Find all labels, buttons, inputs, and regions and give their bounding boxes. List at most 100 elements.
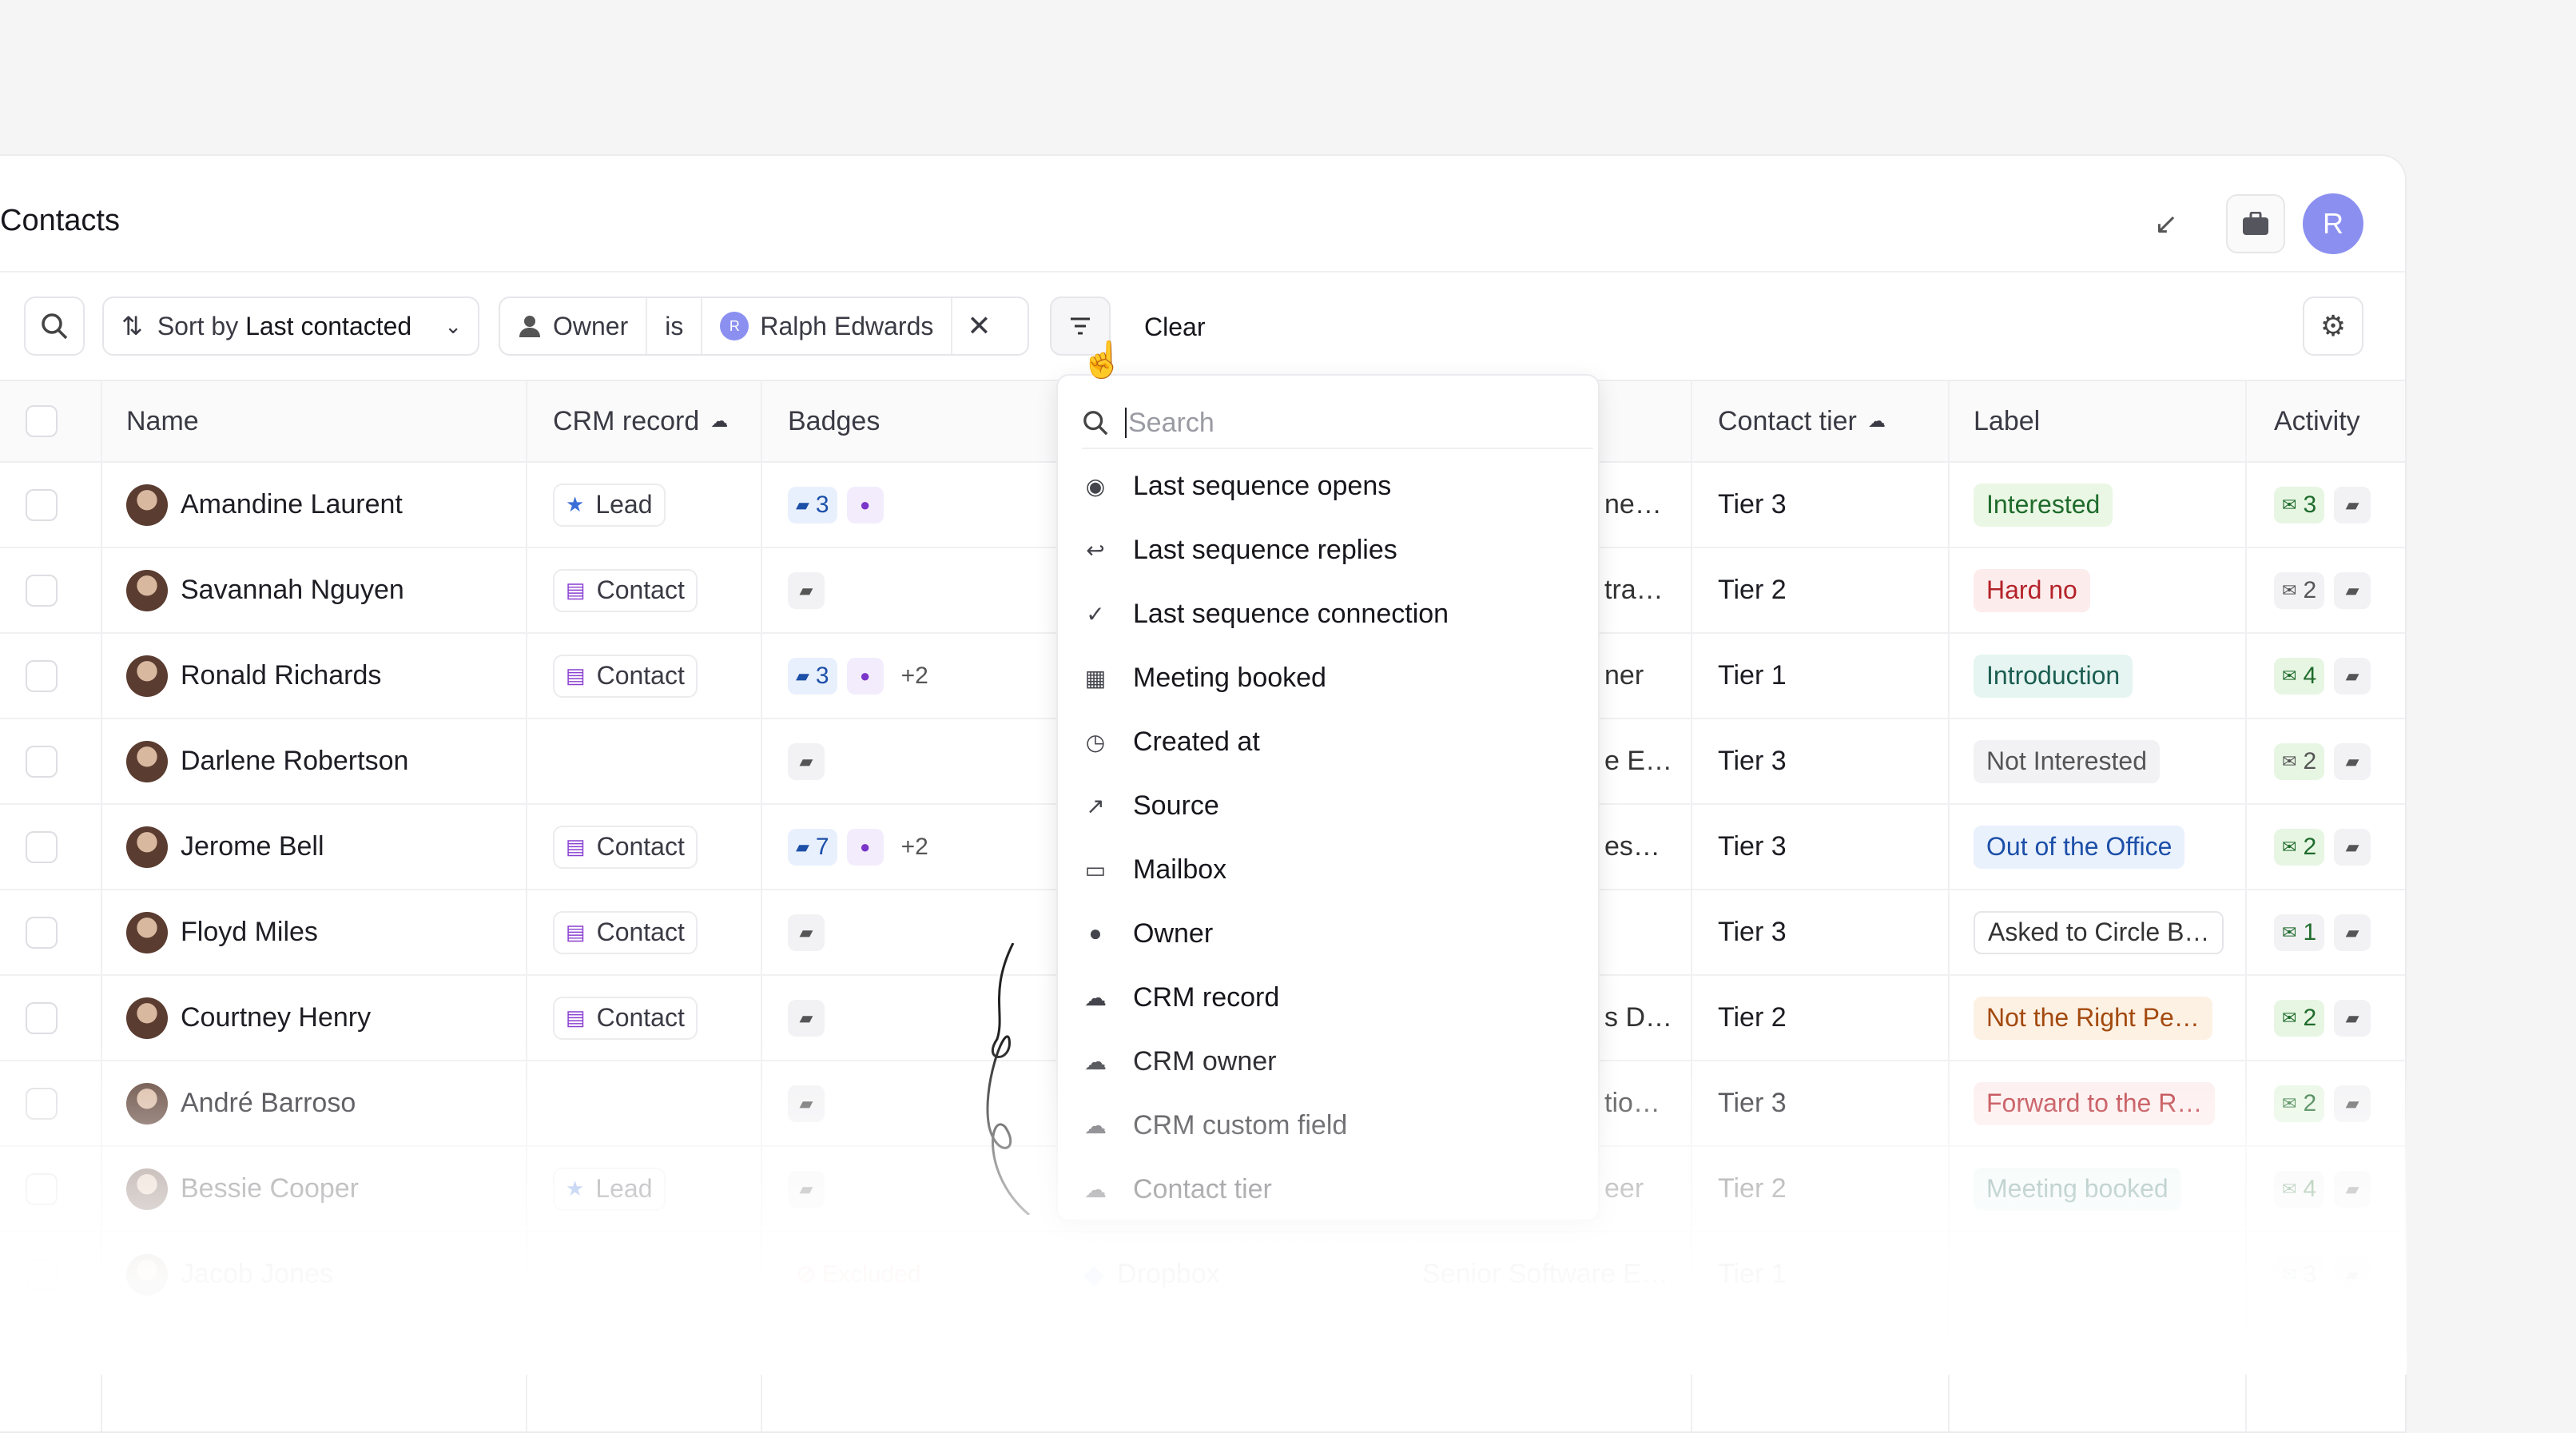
more-badges[interactable]: +2: [900, 833, 928, 860]
status-label[interactable]: Introduction: [1974, 654, 2133, 698]
row-checkbox[interactable]: [26, 746, 58, 778]
column-badges[interactable]: Badges: [788, 405, 881, 436]
status-label[interactable]: Hard no: [1974, 568, 2090, 612]
menu-item-crm-record[interactable]: ☁ CRM record: [1082, 965, 1279, 1029]
menu-item-contact-tier[interactable]: ☁ Contact tier: [1082, 1157, 1272, 1221]
clear-filters-button[interactable]: Clear: [1144, 312, 1206, 341]
remove-filter-button[interactable]: ✕: [952, 298, 1005, 354]
filter-field[interactable]: Owner: [500, 298, 648, 354]
contact-name-cell[interactable]: André Barroso: [126, 1061, 356, 1145]
briefcase-badge[interactable]: ▰: [788, 571, 825, 609]
settings-button[interactable]: ⚙: [2303, 297, 2363, 356]
user-avatar[interactable]: R: [2303, 193, 2363, 254]
status-label[interactable]: Meeting booked: [1974, 1167, 2181, 1211]
briefcase-badge[interactable]: ▰: [788, 914, 825, 951]
contact-name-cell[interactable]: Courtney Henry: [126, 976, 371, 1060]
briefcase-activity[interactable]: ▰: [2334, 828, 2371, 866]
table-row[interactable]: Floyd Miles ▤ Contact ▰ Tier 3 Asked to Circl…: [0, 890, 2405, 976]
email-activity[interactable]: ✉ 3: [2274, 1256, 2325, 1293]
briefcase-badge[interactable]: ▰ 7: [788, 828, 837, 866]
briefcase-activity[interactable]: ▰: [2334, 1085, 2371, 1122]
briefcase-activity[interactable]: ▰: [2334, 657, 2371, 695]
column-contact-tier[interactable]: Contact tier ☁: [1718, 405, 1886, 436]
email-activity[interactable]: ✉ 2: [2274, 571, 2325, 609]
sync-icon[interactable]: ↙︎: [2153, 207, 2179, 240]
menu-item-created-at[interactable]: ◷ Created at: [1082, 710, 1260, 774]
email-activity[interactable]: ✉ 4: [2274, 657, 2325, 695]
email-activity[interactable]: ✉ 3: [2274, 486, 2325, 523]
menu-item-last-sequence-replies[interactable]: ↩ Last sequence replies: [1082, 518, 1397, 582]
filter-operator[interactable]: is: [647, 298, 703, 354]
contact-name-cell[interactable]: Amandine Laurent: [126, 463, 403, 547]
email-activity[interactable]: ✉ 1: [2274, 914, 2325, 951]
crm-record-badge[interactable]: ▤ Contact: [553, 910, 698, 954]
briefcase-activity[interactable]: ▰: [2334, 486, 2371, 523]
briefcase-activity[interactable]: ▰: [2334, 571, 2371, 609]
menu-item-meeting-booked[interactable]: ▦ Meeting booked: [1082, 646, 1326, 710]
email-activity[interactable]: ✉ 2: [2274, 742, 2325, 780]
row-checkbox[interactable]: [26, 575, 58, 607]
menu-item-crm-owner[interactable]: ☁ CRM owner: [1082, 1029, 1276, 1093]
table-row[interactable]: Jacob Jones ⊘ Excluded ◆ Dropbox Senior Softw…: [0, 1232, 2405, 1318]
status-label[interactable]: Forward to the R…: [1974, 1081, 2216, 1125]
briefcase-badge[interactable]: ▰: [788, 999, 825, 1037]
briefcase-badge[interactable]: ▰: [788, 1085, 825, 1122]
briefcase-activity[interactable]: ▰: [2334, 999, 2371, 1037]
person-badge[interactable]: ●: [846, 828, 884, 866]
contact-name-cell[interactable]: Jacob Jones: [126, 1232, 333, 1316]
status-label[interactable]: Asked to Circle B…: [1974, 910, 2224, 954]
row-checkbox[interactable]: [26, 1259, 58, 1291]
briefcase-badge[interactable]: ▰: [788, 1170, 825, 1208]
person-badge[interactable]: ●: [846, 657, 884, 695]
row-checkbox[interactable]: [26, 660, 58, 692]
more-badges[interactable]: +2: [900, 662, 928, 689]
crm-record-badge[interactable]: ▤ Contact: [553, 568, 698, 612]
status-label[interactable]: Out of the Office: [1974, 825, 2185, 869]
crm-record-badge[interactable]: ▤ Contact: [553, 825, 698, 869]
contact-name-cell[interactable]: Floyd Miles: [126, 890, 318, 974]
row-checkbox[interactable]: [26, 917, 58, 949]
row-checkbox[interactable]: [26, 1088, 58, 1120]
column-crm-record[interactable]: CRM record ☁: [553, 405, 729, 436]
search-button[interactable]: [24, 297, 85, 356]
crm-record-badge[interactable]: ▤ Contact: [553, 996, 698, 1040]
email-activity[interactable]: ✉ 2: [2274, 999, 2325, 1037]
contact-name-cell[interactable]: Ronald Richards: [126, 634, 381, 718]
column-name[interactable]: Name: [126, 405, 199, 436]
briefcase-button[interactable]: [2226, 194, 2285, 253]
row-checkbox[interactable]: [26, 831, 58, 863]
status-label[interactable]: Not the Right Pe…: [1974, 996, 2212, 1040]
briefcase-badge[interactable]: ▰ 3: [788, 657, 837, 695]
status-label[interactable]: Not Interested: [1974, 739, 2160, 783]
status-label[interactable]: Interested: [1974, 483, 2113, 527]
contact-name-cell[interactable]: Bessie Cooper: [126, 1147, 359, 1231]
column-activity[interactable]: Activity: [2274, 405, 2360, 436]
crm-record-badge[interactable]: ▤ Contact: [553, 654, 698, 698]
briefcase-activity[interactable]: ▰: [2334, 914, 2371, 951]
owner-filter[interactable]: Owner is R Ralph Edwards ✕: [499, 297, 1029, 356]
briefcase-activity[interactable]: ▰: [2334, 1170, 2371, 1208]
add-filter-button[interactable]: [1050, 297, 1111, 356]
crm-record-badge[interactable]: ★ Lead: [553, 1167, 666, 1211]
select-all-checkbox[interactable]: [26, 405, 58, 437]
person-badge[interactable]: ●: [846, 486, 884, 523]
contact-name-cell[interactable]: Jerome Bell: [126, 805, 324, 889]
briefcase-activity[interactable]: ▰: [2334, 742, 2371, 780]
sort-dropdown[interactable]: ⇅ Sort by Last contacted ⌄: [102, 297, 479, 356]
briefcase-badge[interactable]: ▰: [788, 742, 825, 780]
briefcase-activity[interactable]: ▰: [2334, 1256, 2371, 1293]
row-checkbox[interactable]: [26, 1002, 58, 1034]
contact-name-cell[interactable]: Savannah Nguyen: [126, 548, 404, 632]
email-activity[interactable]: ✉ 2: [2274, 828, 2325, 866]
menu-item-last-sequence-opens[interactable]: ◉ Last sequence opens: [1082, 454, 1391, 518]
menu-search-input[interactable]: Search: [1082, 398, 1593, 449]
email-activity[interactable]: ✉ 4: [2274, 1170, 2325, 1208]
menu-item-source[interactable]: ↗ Source: [1082, 774, 1218, 838]
column-label[interactable]: Label: [1974, 405, 2041, 436]
contact-name-cell[interactable]: Darlene Robertson: [126, 719, 408, 803]
email-activity[interactable]: ✉ 2: [2274, 1085, 2325, 1122]
row-checkbox[interactable]: [26, 1173, 58, 1205]
briefcase-badge[interactable]: ▰ 3: [788, 486, 837, 523]
crm-record-badge[interactable]: ★ Lead: [553, 483, 666, 527]
menu-item-owner[interactable]: ● Owner: [1082, 902, 1214, 965]
